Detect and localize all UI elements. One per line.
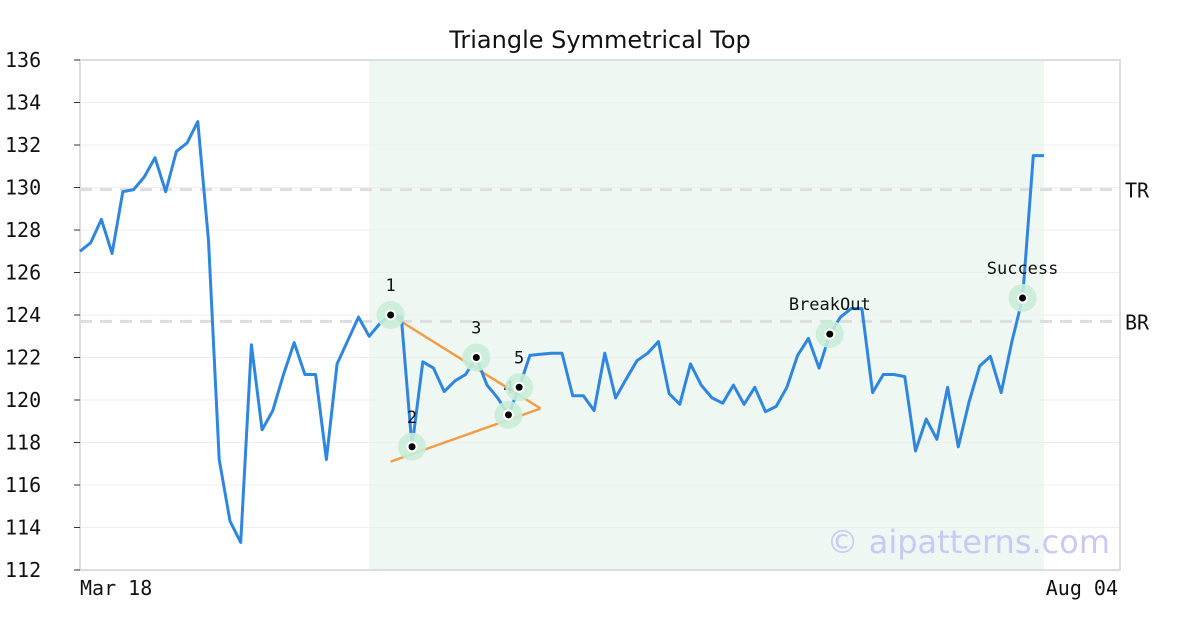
- level-label: TR: [1125, 179, 1150, 203]
- y-tick-label: 120: [5, 388, 41, 412]
- x-tick-label: Mar 18: [80, 576, 152, 600]
- level-label: BR: [1125, 310, 1150, 334]
- point-label: 1: [385, 276, 395, 296]
- point-label: 5: [514, 348, 524, 368]
- point-3-dot: [472, 354, 480, 361]
- point-label: 3: [471, 319, 481, 339]
- annotation-label: Success: [987, 259, 1059, 279]
- point-2-dot: [408, 443, 416, 451]
- y-axis: 112 114 116 118 120 122 124 126 128 130 132 134 136: [5, 48, 80, 582]
- grid-lines: [80, 102, 1120, 528]
- price-line: [79, 120, 1044, 544]
- y-tick-label: 132: [5, 133, 41, 157]
- y-tick-label: 128: [5, 218, 41, 242]
- x-axis: Mar 18 Aug 04: [80, 576, 1118, 600]
- chart-title: Triangle Symmetrical Top: [448, 26, 751, 54]
- y-tick-label: 130: [5, 176, 41, 200]
- annotation-label: BreakOut: [789, 295, 871, 315]
- annotation-dot: [1019, 294, 1027, 302]
- pattern-markers: 12345BreakOutSuccess: [376, 259, 1059, 461]
- y-tick-label: 126: [5, 261, 41, 285]
- y-tick-label: 124: [5, 303, 41, 327]
- annotation-dot: [826, 330, 834, 338]
- y-tick-label: 122: [5, 346, 41, 370]
- point-5-dot: [515, 383, 523, 391]
- y-tick-label: 136: [5, 48, 41, 72]
- watermark: © aipatterns.com: [827, 523, 1110, 561]
- level-lines: TR BR: [80, 179, 1150, 334]
- point-4-dot: [504, 411, 512, 419]
- y-tick-label: 118: [5, 431, 41, 455]
- y-tick-label: 116: [5, 473, 41, 497]
- y-tick-label: 114: [5, 516, 41, 540]
- x-tick-label: Aug 04: [1046, 576, 1118, 600]
- point-1-dot: [387, 311, 395, 319]
- y-tick-label: 134: [5, 91, 41, 115]
- y-tick-label: 112: [5, 558, 41, 582]
- point-label: 2: [407, 408, 417, 428]
